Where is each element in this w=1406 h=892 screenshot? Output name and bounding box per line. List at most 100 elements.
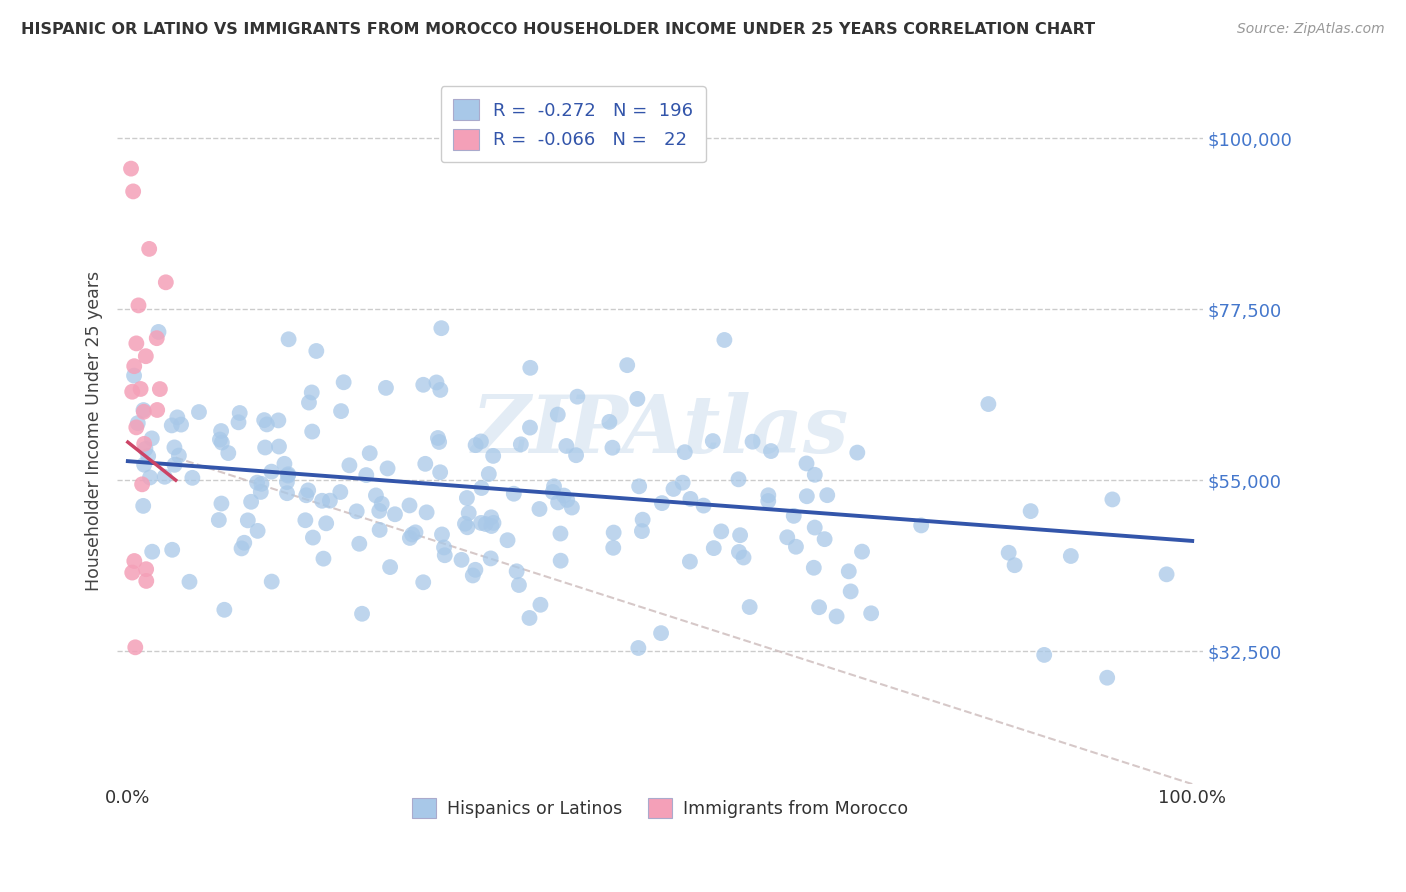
Point: [519, 420, 541, 434]
Point: [155, 275, 177, 289]
Point: [127, 298, 149, 312]
Point: [370, 497, 392, 511]
Point: [433, 541, 456, 555]
Point: [519, 360, 541, 375]
Point: [692, 499, 714, 513]
Point: [378, 560, 401, 574]
Point: [519, 611, 541, 625]
Point: [246, 524, 269, 538]
Point: [602, 525, 624, 540]
Point: [413, 457, 436, 471]
Point: [808, 600, 831, 615]
Point: [228, 406, 250, 420]
Point: [349, 537, 371, 551]
Point: [429, 465, 451, 479]
Point: [759, 444, 782, 458]
Point: [120, 161, 142, 176]
Point: [839, 584, 862, 599]
Point: [796, 489, 818, 503]
Point: [1101, 492, 1123, 507]
Point: [851, 544, 873, 558]
Point: [170, 417, 193, 432]
Point: [426, 431, 449, 445]
Point: [474, 516, 496, 531]
Point: [329, 485, 352, 500]
Point: [713, 333, 735, 347]
Point: [256, 417, 278, 432]
Point: [703, 541, 725, 555]
Point: [209, 424, 232, 438]
Point: [479, 551, 502, 566]
Point: [602, 541, 624, 555]
Point: [541, 485, 564, 500]
Point: [135, 562, 157, 576]
Point: [301, 385, 323, 400]
Point: [454, 516, 477, 531]
Point: [860, 607, 883, 621]
Point: [384, 508, 406, 522]
Point: [650, 626, 672, 640]
Point: [626, 392, 648, 406]
Point: [427, 434, 450, 449]
Point: [741, 434, 763, 449]
Point: [236, 513, 259, 527]
Point: [803, 560, 825, 574]
Point: [267, 440, 290, 454]
Point: [508, 578, 530, 592]
Point: [456, 520, 478, 534]
Point: [412, 575, 434, 590]
Point: [141, 431, 163, 445]
Point: [910, 518, 932, 533]
Point: [228, 415, 250, 429]
Point: [122, 368, 145, 383]
Point: [368, 523, 391, 537]
Point: [738, 600, 761, 615]
Point: [124, 640, 146, 655]
Point: [134, 437, 156, 451]
Point: [163, 441, 186, 455]
Point: [553, 489, 575, 503]
Point: [728, 528, 751, 542]
Point: [481, 519, 503, 533]
Point: [470, 516, 492, 530]
Point: [561, 500, 583, 515]
Point: [330, 404, 353, 418]
Point: [208, 513, 231, 527]
Point: [139, 470, 162, 484]
Point: [145, 331, 167, 345]
Point: [277, 468, 299, 483]
Point: [550, 526, 572, 541]
Point: [543, 479, 565, 493]
Point: [825, 609, 848, 624]
Point: [315, 516, 337, 531]
Point: [425, 376, 447, 390]
Point: [450, 553, 472, 567]
Point: [555, 492, 578, 507]
Point: [1019, 504, 1042, 518]
Point: [124, 554, 146, 568]
Point: [297, 483, 319, 498]
Point: [977, 397, 1000, 411]
Point: [813, 532, 835, 546]
Y-axis label: Householder Income Under 25 years: Householder Income Under 25 years: [86, 270, 103, 591]
Point: [1060, 549, 1083, 563]
Point: [565, 448, 588, 462]
Point: [710, 524, 733, 539]
Point: [1004, 558, 1026, 573]
Point: [273, 457, 295, 471]
Point: [679, 555, 702, 569]
Point: [181, 471, 204, 485]
Point: [756, 494, 779, 508]
Point: [399, 531, 422, 545]
Point: [134, 458, 156, 472]
Point: [1156, 567, 1178, 582]
Point: [141, 545, 163, 559]
Point: [254, 441, 277, 455]
Point: [339, 458, 361, 473]
Point: [146, 403, 169, 417]
Point: [756, 488, 779, 502]
Point: [430, 321, 453, 335]
Point: [148, 325, 170, 339]
Point: [804, 467, 827, 482]
Point: [294, 513, 316, 527]
